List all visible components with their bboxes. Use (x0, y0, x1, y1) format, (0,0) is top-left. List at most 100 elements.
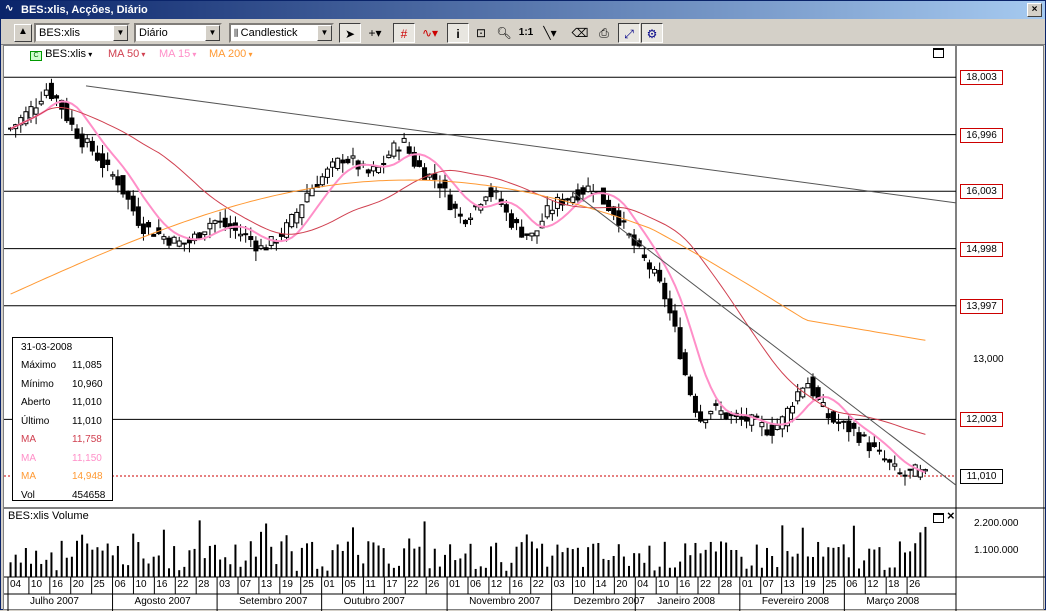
legend-ma200-label: MA 200 (209, 48, 247, 60)
candle-body (534, 230, 540, 237)
candle-body (401, 137, 407, 143)
candle-body (197, 232, 203, 239)
x-axis-day-label: 01 (741, 579, 753, 590)
x-axis-day-label: 01 (323, 579, 335, 590)
trendline (85, 85, 957, 204)
candle-body (815, 387, 821, 400)
candle-body (105, 159, 111, 166)
chevron-down-icon[interactable]: ▾ (86, 50, 93, 59)
candle-body (841, 420, 847, 423)
indicator-icon[interactable]: ∿▾ (421, 26, 439, 40)
legend-ma200[interactable]: MA 200 ▾ (209, 48, 253, 60)
candle-body (146, 222, 152, 228)
ma200-line (10, 179, 926, 341)
candle-body (442, 179, 448, 189)
line-icon[interactable]: ╲▾ (543, 26, 557, 40)
candle-body (335, 157, 341, 169)
chevron-down-icon[interactable]: ▼ (113, 25, 128, 41)
candle-body (514, 219, 520, 224)
x-axis-day-label: 16 (511, 579, 523, 590)
x-axis-day-label: 07 (762, 579, 774, 590)
info-row-value: 11,010 (72, 397, 102, 408)
candle-body (912, 464, 918, 477)
settings-icon[interactable]: ⚙ (641, 23, 663, 43)
x-axis-month-label: Fevereiro 2008 (761, 596, 830, 607)
app-icon: ∿ (5, 3, 14, 14)
trendline (571, 191, 957, 486)
x-axis-month-label: Janeiro 2008 (657, 596, 716, 607)
candlestick-icon: ⫼ (234, 28, 241, 38)
maximize-panel-icon[interactable] (933, 48, 944, 58)
price-level-label: 12,003 (960, 412, 1003, 428)
candle-body (667, 298, 673, 314)
info-row-label: Aberto (21, 397, 51, 408)
print-icon[interactable]: ⎙ (599, 26, 609, 40)
price-chart-svg (4, 46, 1045, 611)
new-window-icon[interactable]: ⊡ (475, 26, 487, 40)
eraser-icon[interactable]: ⌫ (571, 26, 589, 40)
candle-body (161, 236, 167, 240)
zoom-icon[interactable]: 🔍︎ (496, 26, 512, 40)
candle-body (299, 204, 305, 219)
candle-body (432, 173, 438, 180)
x-axis-day-label: 26 (428, 579, 440, 590)
close-window-button[interactable]: × (1027, 3, 1042, 17)
chevron-down-icon: ▾ (139, 50, 146, 59)
candle-body (784, 407, 790, 427)
x-axis-day-label: 16 (51, 579, 63, 590)
candle-body (708, 410, 714, 415)
grid-icon[interactable]: # (393, 23, 415, 43)
pointer-icon[interactable]: ➤ (339, 23, 361, 43)
info-row-label: Mínimo (21, 378, 54, 390)
info-row-label: Máximo (21, 360, 57, 371)
candle-body (258, 245, 264, 249)
x-axis-day-label: 01 (449, 579, 461, 590)
legend-ma15[interactable]: MA 15 ▾ (159, 48, 196, 60)
x-axis-day-label: 16 (156, 579, 168, 590)
candle-body (186, 239, 192, 244)
info-icon[interactable]: i (447, 23, 469, 43)
collapse-up-icon[interactable]: ▲ (14, 24, 32, 42)
info-row-value: 11,150 (72, 452, 102, 464)
x-axis-month-label: Julho 2007 (30, 596, 79, 607)
chevron-down-icon[interactable]: ▼ (205, 25, 220, 41)
candle-body (447, 194, 453, 211)
x-axis-day-label: 10 (30, 579, 43, 590)
candle-body (856, 432, 862, 443)
x-axis-day-label: 25 (302, 579, 314, 590)
legend-ma50[interactable]: MA 50 ▾ (108, 48, 145, 60)
ratio-button[interactable]: 1:1 (518, 27, 534, 38)
candle-body (606, 199, 612, 212)
maximize-panel-icon[interactable] (933, 513, 944, 523)
candle-body (284, 222, 290, 238)
close-icon[interactable]: × (947, 508, 955, 523)
info-row: Aberto 11,010 (21, 394, 111, 412)
symbol-select[interactable]: BES:xlis ▼ (34, 23, 130, 43)
candle-body (524, 233, 530, 236)
chart-type-select[interactable]: ⫼ Candlestick ▼ (229, 23, 334, 43)
x-axis-day-label: 13 (260, 579, 273, 590)
info-row-value: 10,960 (72, 378, 103, 390)
x-axis-day-label: 19 (281, 579, 293, 590)
x-axis-day-label: 22 (177, 579, 189, 590)
period-select[interactable]: Diário ▼ (134, 23, 222, 43)
x-axis-day-label: 12 (490, 579, 503, 590)
crosshair-icon[interactable]: +▾ (368, 26, 382, 40)
info-row-value: 11,758 (72, 434, 102, 445)
volume-panel-title: BES:xlis Volume (8, 510, 89, 522)
candle-body (851, 423, 857, 429)
info-row-label: Último (21, 415, 50, 427)
candle-body (166, 237, 172, 246)
x-axis-day-label: 12 (867, 579, 879, 590)
chevron-down-icon[interactable]: ▼ (317, 25, 332, 41)
chart-area[interactable]: C BES:xlis ▾ MA 50 ▾ MA 15 ▾ MA 200 ▾ 18… (3, 45, 1045, 611)
chart-type-value: Candlestick (240, 27, 298, 39)
candle-body (43, 89, 49, 96)
candle-body (887, 459, 893, 463)
candle-body (457, 213, 463, 217)
legend-symbol-icon: C (30, 51, 42, 61)
x-axis-day-label: 22 (407, 579, 419, 590)
autoscale-icon[interactable]: ⤢ (618, 23, 640, 43)
candle-body (687, 376, 693, 396)
candle-body (386, 154, 392, 159)
